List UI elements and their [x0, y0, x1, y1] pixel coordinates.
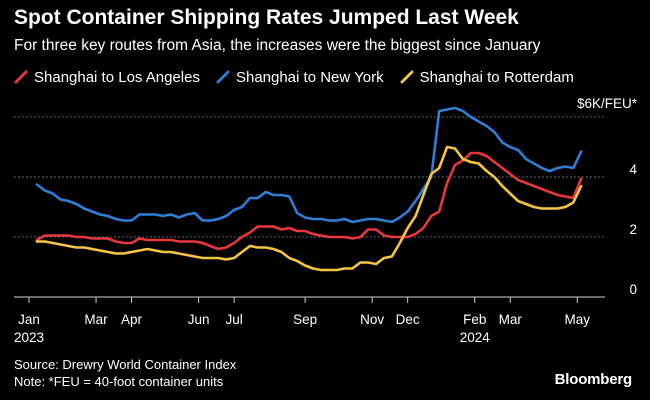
- legend-swatch-los-angeles: [14, 70, 28, 84]
- x-tick-label-1: Mar: [84, 312, 108, 327]
- legend-swatch-line-rotterdam: [400, 70, 414, 84]
- x-tick-label-8: Feb: [463, 312, 486, 327]
- x-tick-label-9: Mar: [499, 312, 523, 327]
- x-tick-sublabel-0: 2023: [14, 330, 44, 345]
- x-tick-label-10: May: [565, 312, 591, 327]
- x-tick-label-3: Jun: [188, 312, 210, 327]
- chart-title: Spot Container Shipping Rates Jumped Las…: [14, 6, 519, 29]
- y-tick-label-4: 4: [629, 162, 637, 177]
- legend-swatch-rotterdam: [400, 70, 414, 84]
- legend-item-new-york: Shanghai to New York: [216, 69, 384, 86]
- y-tick-label-0: 0: [629, 282, 637, 297]
- series-line-shanghai-to-rotterdam: [35, 145, 583, 272]
- series-line-shanghai-to-los-angeles: [35, 151, 583, 251]
- legend: Shanghai to Los Angeles Shanghai to New …: [14, 66, 590, 88]
- series-line-shanghai-to-new-york: [35, 106, 583, 224]
- x-tick-label-7: Dec: [396, 312, 420, 327]
- x-tick-label-4: Jul: [225, 312, 242, 327]
- x-tick-label-5: Sep: [293, 312, 317, 327]
- legend-label-rotterdam: Shanghai to Rotterdam: [419, 68, 574, 86]
- source-note: Source: Drewry World Container Index: [14, 357, 237, 372]
- x-tick-label-2: Apr: [121, 312, 143, 327]
- y-tick-label-2: 2: [629, 222, 637, 237]
- bloomberg-logo: Bloomberg: [554, 371, 633, 388]
- legend-swatch-line-new-york: [216, 70, 230, 84]
- chart-subtitle: For three key routes from Asia, the incr…: [14, 37, 541, 54]
- x-tick-label-0: Jan: [18, 312, 40, 327]
- legend-label-new-york: Shanghai to New York: [235, 68, 384, 86]
- legend-label-los-angeles: Shanghai to Los Angeles: [34, 68, 200, 86]
- feu-note: Note: *FEU = 40-foot container units: [14, 374, 224, 389]
- x-tick-sublabel-8: 2024: [460, 330, 491, 345]
- y-tick-label-6: $6K/FEU*: [577, 96, 638, 111]
- legend-item-rotterdam: Shanghai to Rotterdam: [400, 69, 574, 86]
- legend-swatch-line-los-angeles: [14, 70, 28, 84]
- x-tick-label-6: Nov: [360, 312, 384, 327]
- legend-swatch-new-york: [216, 70, 230, 84]
- footer-notes: Source: Drewry World Container Index Not…: [14, 356, 236, 390]
- legend-item-los-angeles: Shanghai to Los Angeles: [14, 69, 200, 86]
